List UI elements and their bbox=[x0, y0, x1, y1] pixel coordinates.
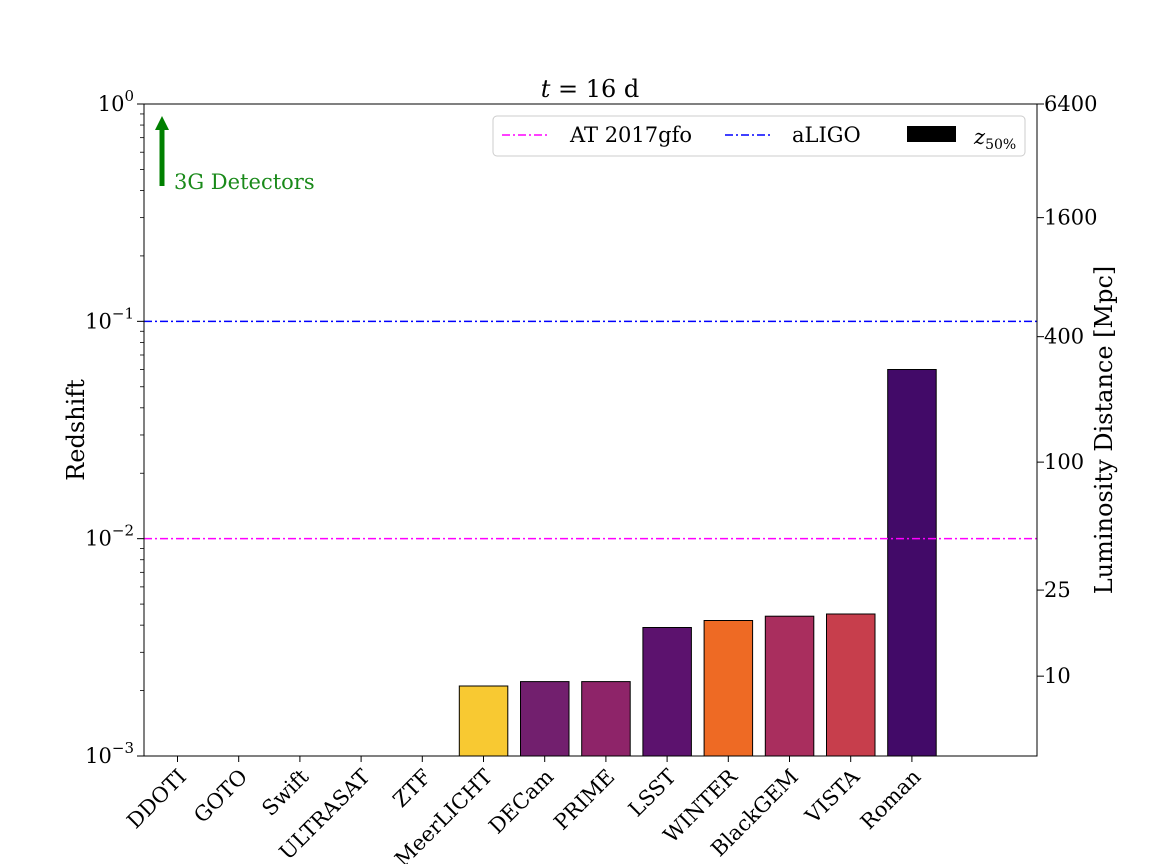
legend-box bbox=[492, 115, 1026, 157]
y2-tick-label: 25 bbox=[1044, 578, 1071, 602]
x-tick-label-lsst: LSST bbox=[624, 765, 681, 822]
y2-tick-label: 1600 bbox=[1044, 206, 1097, 230]
legend-label-at2017gfo: AT 2017gfo bbox=[569, 123, 692, 147]
y2-tick-label: 10 bbox=[1044, 664, 1071, 688]
y-tick-label: 10−2 bbox=[85, 522, 134, 551]
x-tick-label-ddoti: DDOTI bbox=[122, 765, 191, 834]
legend: AT 2017gfo aLIGO z50% bbox=[492, 115, 1026, 157]
y-tick-label: 100 bbox=[98, 87, 134, 116]
bar-roman bbox=[887, 369, 937, 757]
x-tick-label-decam: DECam bbox=[484, 765, 558, 839]
bars-layer bbox=[458, 369, 937, 757]
bar-meerlicht bbox=[458, 685, 509, 757]
legend-label-aligo: aLIGO bbox=[792, 123, 861, 147]
bar-lsst bbox=[642, 627, 692, 757]
annotation-label: 3G Detectors bbox=[174, 170, 315, 194]
x-tick-label-swift: Swift bbox=[257, 764, 313, 820]
x-tick-label-goto: GOTO bbox=[189, 765, 252, 828]
reference-lines bbox=[144, 320, 1037, 540]
up-arrow-icon bbox=[159, 128, 165, 186]
y2-tick-label: 400 bbox=[1044, 325, 1084, 349]
chart-title: t = 16 d bbox=[541, 75, 640, 103]
3g-detectors-annotation: 3G Detectors bbox=[155, 116, 315, 194]
y2-tick-label: 6400 bbox=[1044, 92, 1097, 116]
bar-decam bbox=[520, 681, 570, 757]
right-axis-ticks: 6400 1600 400 100 25 10 bbox=[1037, 92, 1097, 688]
left-axis-ticks: 10−3 10−2 10−1 100 bbox=[85, 87, 144, 768]
up-arrow-head-icon bbox=[155, 116, 169, 130]
bar-winter bbox=[703, 620, 754, 757]
y-tick-label: 10−3 bbox=[85, 739, 134, 768]
x-tick-label-prime: PRIME bbox=[549, 765, 619, 835]
legend-swatch-z50 bbox=[907, 126, 956, 142]
bar-vista bbox=[826, 613, 876, 757]
y2-tick-label: 100 bbox=[1044, 450, 1084, 474]
x-tick-label-ztf: ZTF bbox=[388, 765, 435, 812]
bar-prime bbox=[581, 681, 631, 757]
y-tick-label: 10−1 bbox=[85, 304, 134, 333]
y2-axis-title: Luminosity Distance [Mpc] bbox=[1090, 266, 1118, 595]
plot-frame bbox=[143, 103, 1038, 757]
x-tick-label-vista: VISTA bbox=[800, 764, 865, 829]
y-axis-title: Redshift bbox=[62, 379, 90, 481]
x-tick-label-roman: Roman bbox=[856, 765, 926, 835]
bar-blackgem bbox=[764, 615, 815, 757]
legend-label-z50: z50% bbox=[973, 125, 1016, 153]
